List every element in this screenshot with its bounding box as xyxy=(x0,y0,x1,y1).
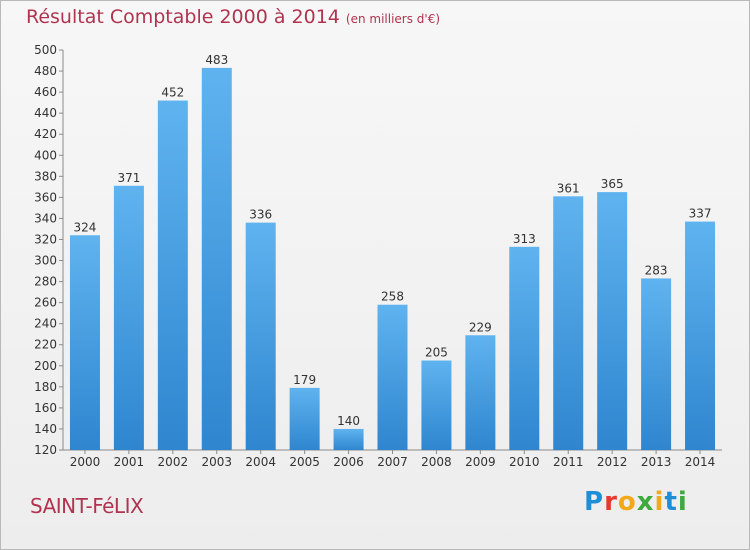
logo-letter: P xyxy=(584,487,605,517)
bar-2004 xyxy=(245,222,276,450)
x-tick-label: 2014 xyxy=(685,455,716,469)
chart-unit-text: (en milliers d'€) xyxy=(345,12,441,26)
x-tick-label: 2010 xyxy=(509,455,540,469)
logo-letter: i xyxy=(677,487,688,517)
y-tick-label: 360 xyxy=(34,190,57,204)
x-tick-label: 2008 xyxy=(421,455,452,469)
y-tick-label: 320 xyxy=(34,232,57,246)
y-tick-label: 260 xyxy=(34,296,57,310)
x-tick-label: 2002 xyxy=(158,455,189,469)
bar-value-label: 283 xyxy=(645,263,668,277)
y-tick-label: 300 xyxy=(34,254,57,268)
x-tick-label: 2001 xyxy=(114,455,145,469)
bar-2009 xyxy=(465,335,496,450)
bar-value-label: 361 xyxy=(557,181,580,195)
y-tick-label: 140 xyxy=(34,422,57,436)
y-tick-label: 460 xyxy=(34,85,57,99)
x-tick-label: 2003 xyxy=(201,455,232,469)
x-tick-label: 2004 xyxy=(245,455,276,469)
y-tick-label: 280 xyxy=(34,275,57,289)
x-tick-label: 2013 xyxy=(641,455,672,469)
bar-2012 xyxy=(597,192,628,450)
y-tick-label: 420 xyxy=(34,127,57,141)
bar-value-label: 258 xyxy=(381,290,404,304)
bar-2008 xyxy=(421,360,452,450)
logo-letter: x xyxy=(636,487,655,517)
y-tick-label: 240 xyxy=(34,317,57,331)
bar-2000 xyxy=(69,235,100,450)
bar-value-label: 336 xyxy=(249,208,272,222)
bar-2001 xyxy=(113,185,144,450)
bar-2013 xyxy=(641,278,672,450)
bar-value-label: 337 xyxy=(689,207,712,221)
x-tick-label: 2006 xyxy=(333,455,364,469)
y-tick-label: 400 xyxy=(34,148,57,162)
x-tick-label: 2012 xyxy=(597,455,628,469)
x-tick-label: 2007 xyxy=(377,455,408,469)
bar-value-label: 483 xyxy=(205,53,228,67)
logo-letter: t xyxy=(664,487,678,517)
y-tick-label: 380 xyxy=(34,169,57,183)
proxiti-logo[interactable]: Proxiti xyxy=(584,487,688,517)
bar-value-label: 365 xyxy=(601,177,624,191)
bar-value-label: 205 xyxy=(425,346,448,360)
bar-value-label: 179 xyxy=(293,373,316,387)
chart-title: Résultat Comptable 2000 à 2014 (en millie… xyxy=(26,6,440,28)
bar-2005 xyxy=(289,387,320,450)
y-tick-label: 500 xyxy=(34,43,57,57)
bar-2002 xyxy=(157,100,188,451)
x-tick-label: 2000 xyxy=(70,455,101,469)
bar-value-label: 229 xyxy=(469,320,492,334)
y-tick-label: 440 xyxy=(34,106,57,120)
bar-value-label: 324 xyxy=(74,220,97,234)
bar-2003 xyxy=(201,67,232,450)
bar-2011 xyxy=(553,196,584,450)
bar-value-label: 140 xyxy=(337,414,360,428)
x-tick-label: 2005 xyxy=(289,455,320,469)
bar-2014 xyxy=(685,221,716,450)
bar-value-label: 371 xyxy=(117,171,140,185)
y-tick-label: 120 xyxy=(34,443,57,457)
y-tick-label: 340 xyxy=(34,211,57,225)
y-tick-label: 160 xyxy=(34,401,57,415)
bar-2010 xyxy=(509,246,540,450)
bar-2007 xyxy=(377,304,408,450)
bar-2006 xyxy=(333,428,364,450)
chart-title-text: Résultat Comptable 2000 à 2014 xyxy=(26,6,340,28)
bar-value-label: 452 xyxy=(161,86,184,100)
y-tick-label: 200 xyxy=(34,359,57,373)
bar-value-label: 313 xyxy=(513,232,536,246)
logo-letter: r xyxy=(604,487,618,517)
y-tick-label: 220 xyxy=(34,338,57,352)
x-tick-label: 2009 xyxy=(465,455,496,469)
y-tick-label: 180 xyxy=(34,380,57,394)
x-tick-label: 2011 xyxy=(553,455,584,469)
commune-name: SAINT-FéLIX xyxy=(30,494,144,518)
logo-letter: i xyxy=(654,487,665,517)
y-tick-label: 480 xyxy=(34,64,57,78)
logo-letter: o xyxy=(617,487,637,517)
